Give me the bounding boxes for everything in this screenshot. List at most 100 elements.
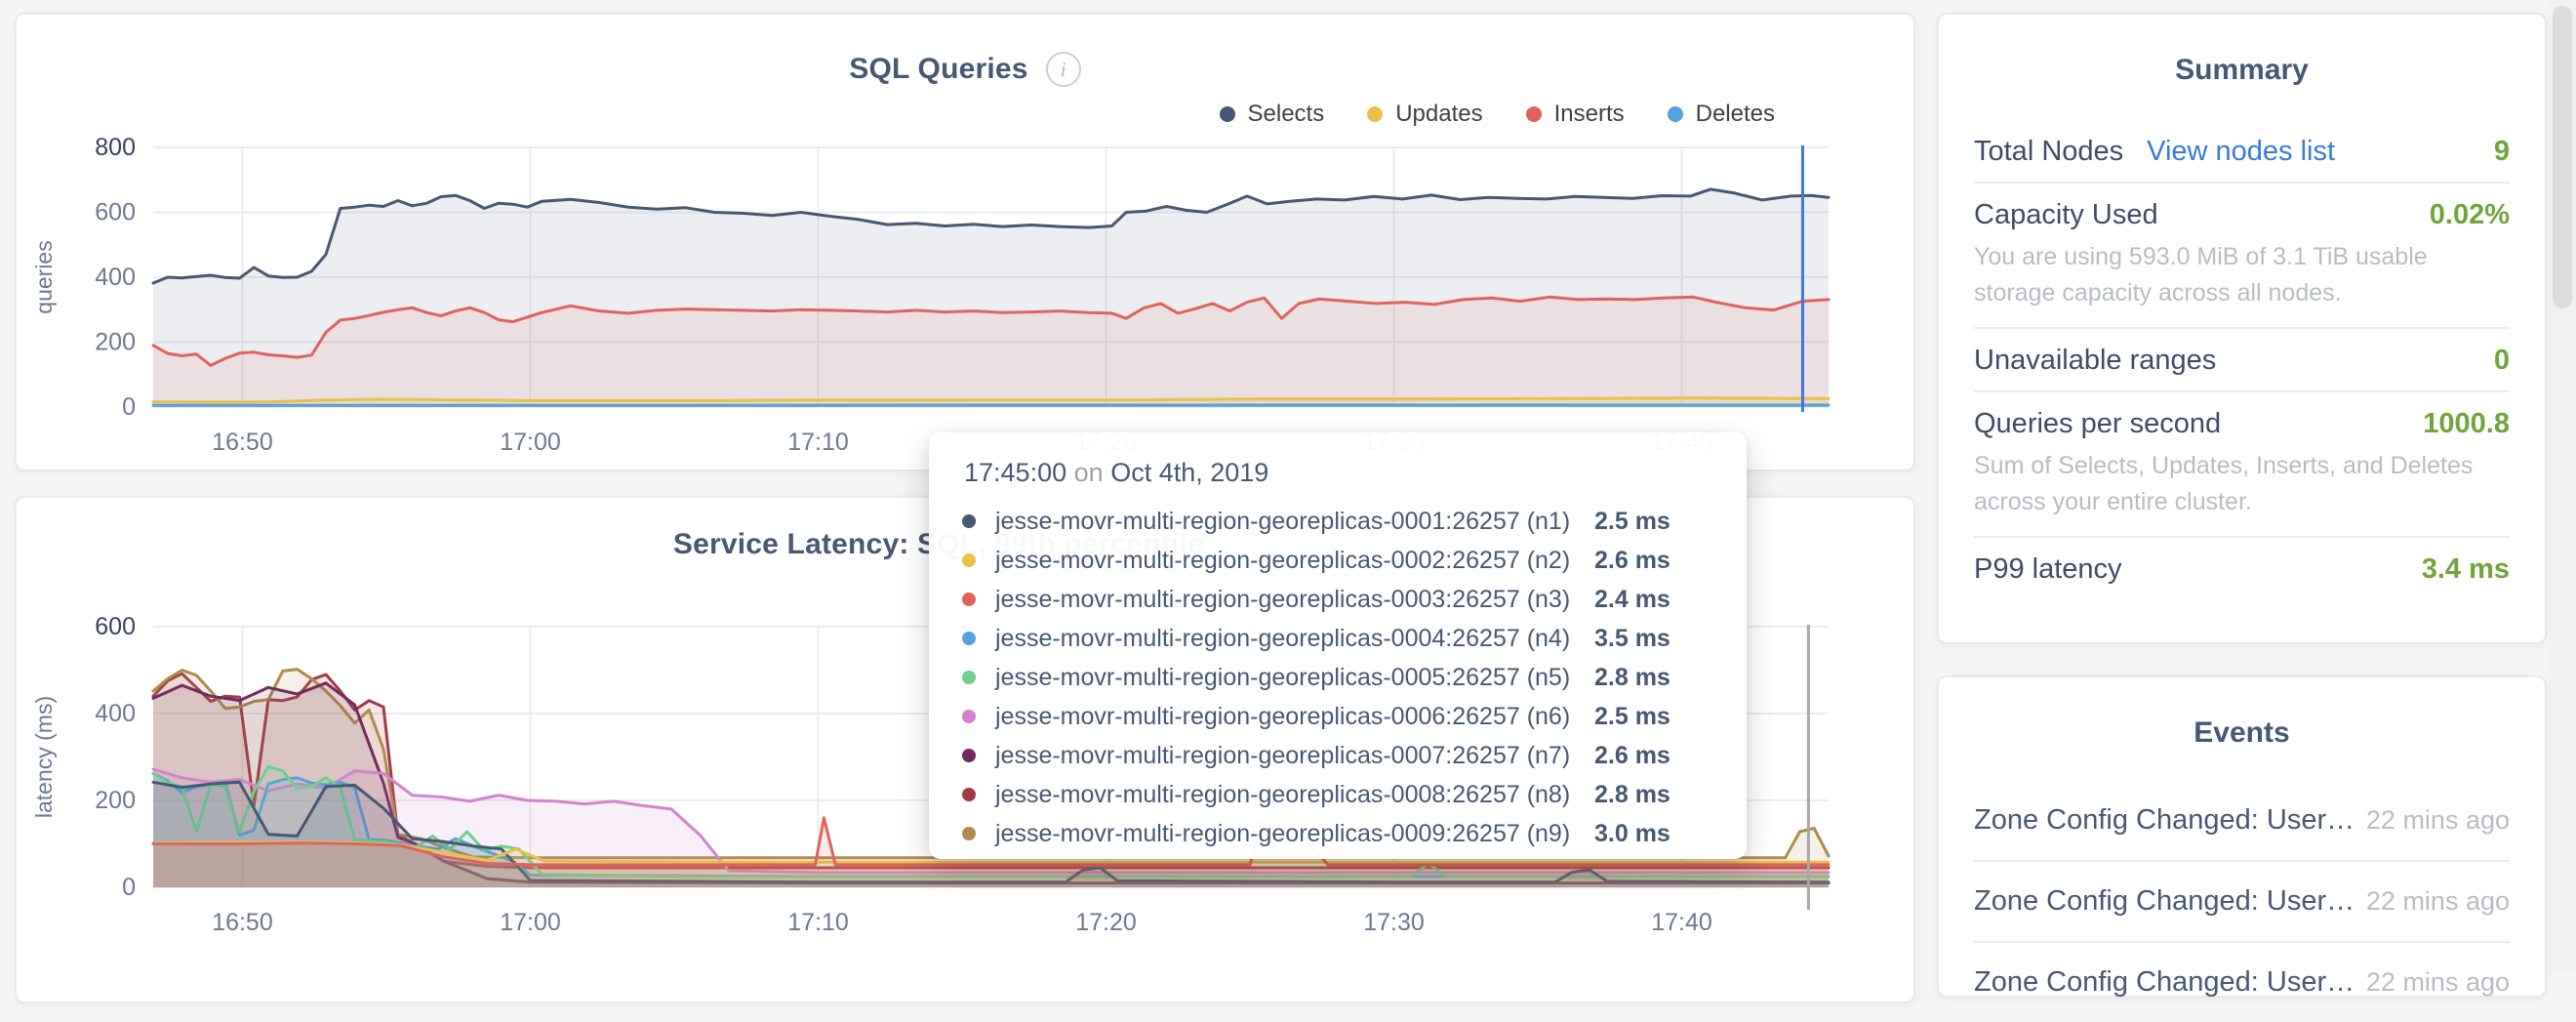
tooltip-time: 17:45:00: [964, 458, 1067, 487]
legend-label: Updates: [1395, 101, 1482, 128]
y-axis-label: queries: [31, 240, 57, 313]
y-tick-label: 0: [122, 393, 136, 421]
event-label: Zone Config Changed: User…: [1974, 885, 2355, 918]
legend-item-deletes[interactable]: Deletes: [1668, 101, 1775, 128]
legend-dot-icon: [1220, 106, 1235, 122]
summary-metric-description: You are using 593.0 MiB of 3.1 TiB usabl…: [1974, 239, 2510, 327]
event-row[interactable]: Zone Config Changed: User… 22 mins ago: [1974, 862, 2510, 941]
x-tick-label: 17:40: [1651, 909, 1712, 936]
summary-metric-value: 1000.8: [2423, 408, 2510, 440]
tooltip-node-row: jesse-movr-multi-region-georeplicas-0001…: [962, 502, 1710, 541]
node-name: jesse-movr-multi-region-georeplicas-0003…: [995, 586, 1570, 614]
events-title: Events: [1939, 716, 2545, 750]
node-latency-value: 2.4 ms: [1594, 586, 1710, 614]
tooltip-node-row: jesse-movr-multi-region-georeplicas-0006…: [962, 697, 1710, 736]
sql-queries-panel: 800600400200016:5017:0017:1017:2017:3017…: [15, 13, 1915, 471]
x-tick-label: 17:30: [1363, 909, 1425, 936]
tooltip-timestamp: 17:45:00 on Oct 4th, 2019: [964, 458, 1710, 488]
summary-row: Queries per second 1000.8: [1974, 392, 2510, 454]
scrollbar-track[interactable]: [2549, 0, 2576, 974]
chart-hover-tooltip: 17:45:00 on Oct 4th, 2019 jesse-movr-mul…: [929, 432, 1747, 859]
y-tick-label: 400: [95, 264, 136, 291]
legend-item-updates[interactable]: Updates: [1367, 101, 1482, 128]
summary-metric-value: 9: [2494, 136, 2510, 168]
node-color-dot-icon: [962, 710, 976, 723]
node-name: jesse-movr-multi-region-georeplicas-0002…: [995, 547, 1570, 575]
node-color-dot-icon: [962, 788, 976, 801]
summary-panel: Summary Total Nodes View nodes list 9 Capac…: [1937, 13, 2547, 644]
node-latency-value: 2.8 ms: [1594, 664, 1710, 692]
x-tick-label: 17:10: [787, 429, 849, 456]
node-latency-value: 2.5 ms: [1594, 508, 1710, 536]
y-tick-label: 400: [95, 700, 136, 727]
events-panel: Events Zone Config Changed: User… 22 mins…: [1937, 675, 2547, 998]
summary-title: Summary: [1939, 54, 2545, 87]
y-tick-label: 800: [95, 134, 136, 161]
tooltip-node-row: jesse-movr-multi-region-georeplicas-0009…: [962, 814, 1710, 853]
summary-metric-label: Unavailable ranges: [1974, 345, 2216, 377]
summary-metric-value: 0.02%: [2430, 199, 2510, 231]
tooltip-on-word: on: [1074, 458, 1104, 487]
legend-dot-icon: [1526, 106, 1542, 122]
summary-row: Total Nodes View nodes list 9: [1974, 120, 2510, 182]
node-color-dot-icon: [962, 671, 976, 684]
tooltip-node-row: jesse-movr-multi-region-georeplicas-0004…: [962, 619, 1710, 658]
node-color-dot-icon: [962, 553, 976, 567]
node-latency-value: 2.6 ms: [1594, 547, 1710, 575]
summary-metric-label: Total Nodes: [1974, 136, 2123, 168]
summary-metric-description: Sum of Selects, Updates, Inserts, and De…: [1974, 448, 2510, 536]
chart-legend: Selects Updates Inserts Deletes: [1220, 101, 1776, 128]
summary-metric-value: 0: [2494, 345, 2510, 377]
node-latency-value: 2.8 ms: [1594, 781, 1710, 809]
node-color-dot-icon: [962, 514, 976, 528]
summary-row: P99 latency 3.4 ms: [1974, 538, 2510, 599]
y-axis-label: latency (ms): [31, 696, 57, 818]
view-nodes-list-link[interactable]: View nodes list: [2147, 136, 2335, 168]
x-tick-label: 17:20: [1075, 909, 1137, 936]
x-tick-label: 16:50: [212, 909, 273, 936]
event-label: Zone Config Changed: User…: [1974, 966, 2355, 999]
tooltip-node-row: jesse-movr-multi-region-georeplicas-0002…: [962, 541, 1710, 580]
sql-queries-title: SQL Queries: [849, 53, 1027, 86]
event-row[interactable]: Zone Config Changed: User… 22 mins ago: [1974, 943, 2510, 1022]
series-area-Inserts: [153, 297, 1829, 407]
node-color-dot-icon: [962, 593, 976, 606]
summary-row: Unavailable ranges 0: [1974, 329, 2510, 390]
summary-metric-label: Queries per second: [1974, 408, 2221, 440]
y-tick-label: 600: [95, 613, 136, 640]
legend-item-inserts[interactable]: Inserts: [1526, 101, 1625, 128]
event-row[interactable]: Zone Config Changed: User…22 mins ago: [1974, 781, 2510, 860]
node-name: jesse-movr-multi-region-georeplicas-0007…: [995, 742, 1570, 770]
node-name: jesse-movr-multi-region-georeplicas-0001…: [995, 508, 1570, 536]
event-label: Zone Config Changed: User…: [1974, 804, 2355, 837]
x-tick-label: 17:00: [500, 909, 561, 936]
y-tick-label: 600: [95, 199, 136, 226]
tooltip-node-row: jesse-movr-multi-region-georeplicas-0003…: [962, 580, 1710, 619]
summary-metric-label: P99 latency: [1974, 553, 2122, 586]
summary-metric-label: Capacity Used: [1974, 199, 2158, 231]
x-tick-label: 16:50: [212, 429, 273, 456]
info-icon[interactable]: i: [1046, 52, 1081, 87]
node-latency-value: 2.5 ms: [1594, 703, 1710, 731]
legend-dot-icon: [1367, 106, 1383, 122]
legend-item-selects[interactable]: Selects: [1220, 101, 1325, 128]
x-tick-label: 17:10: [787, 909, 849, 936]
node-latency-value: 3.0 ms: [1594, 820, 1710, 848]
summary-metric-value: 3.4 ms: [2422, 553, 2510, 586]
legend-dot-icon: [1668, 106, 1683, 122]
y-tick-label: 0: [122, 874, 136, 901]
tooltip-node-row: jesse-movr-multi-region-georeplicas-0008…: [962, 775, 1710, 814]
node-name: jesse-movr-multi-region-georeplicas-0006…: [995, 703, 1570, 731]
tooltip-date: Oct 4th, 2019: [1110, 458, 1268, 487]
tooltip-node-row: jesse-movr-multi-region-georeplicas-0005…: [962, 658, 1710, 697]
node-latency-value: 2.6 ms: [1594, 742, 1710, 770]
node-name: jesse-movr-multi-region-georeplicas-0004…: [995, 625, 1570, 653]
node-color-dot-icon: [962, 827, 976, 840]
event-time: 22 mins ago: [2366, 967, 2510, 998]
tooltip-node-row: jesse-movr-multi-region-georeplicas-0007…: [962, 736, 1710, 775]
event-time: 22 mins ago: [2366, 886, 2510, 917]
node-color-dot-icon: [962, 749, 976, 762]
legend-label: Selects: [1248, 101, 1325, 128]
scrollbar-thumb[interactable]: [2553, 6, 2572, 308]
node-name: jesse-movr-multi-region-georeplicas-0008…: [995, 781, 1570, 809]
